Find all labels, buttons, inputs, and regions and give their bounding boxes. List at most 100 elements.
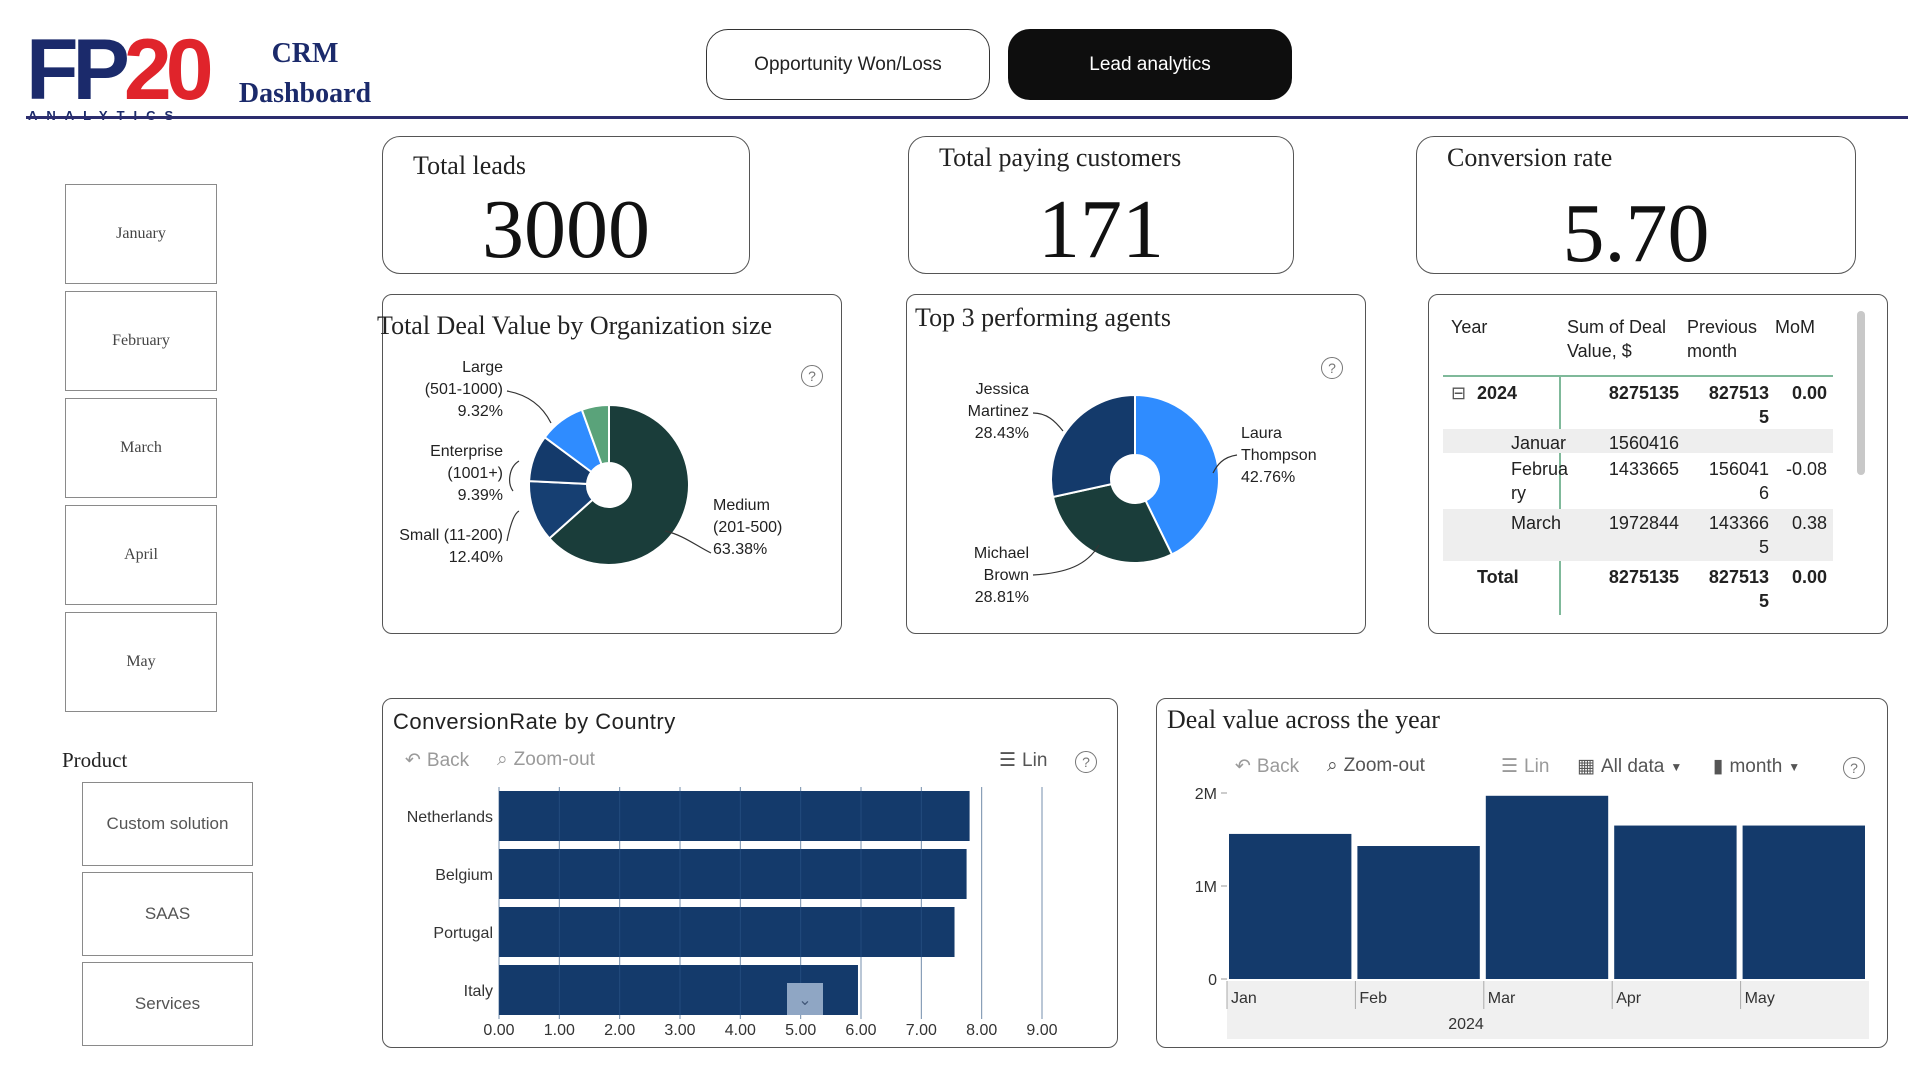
dashboard-title-line1: CRM [271, 38, 339, 69]
kpi-conversion-rate-value: 5.70 [1562, 187, 1710, 280]
help-icon[interactable]: ? [1075, 751, 1097, 773]
x-tick-label: 5.00 [785, 1022, 816, 1039]
bar-apr[interactable] [1614, 825, 1737, 979]
slice-michael-brown[interactable] [1051, 482, 1174, 564]
org-donut-chart [506, 390, 712, 566]
agent-label-jessica: Jessica Martinez 28.43% [967, 381, 1029, 442]
zoom-out-button[interactable]: ⌕ Zoom-out [497, 749, 595, 770]
bar-netherlands[interactable] [499, 791, 970, 841]
org-label-medium: Medium (201-500) 63.38% [713, 497, 783, 558]
bar-jan[interactable] [1229, 833, 1352, 979]
panel-deal-value-by-org-size: Total Deal Value by Organization size ? … [377, 294, 842, 634]
back-button[interactable]: ↶ Back [1235, 755, 1300, 778]
chevron-down-icon: ⌄ [798, 990, 811, 1009]
matrix-cell-sum: 1560416 [1608, 433, 1679, 453]
panel-conversion-by-country: ConversionRate by Country ↶ Back ⌕ Zoom-ou… [382, 698, 1118, 1048]
leader-line-large [506, 390, 552, 424]
back-arrow-icon: ↶ [1235, 756, 1251, 777]
matrix-header-year: Year [1451, 317, 1488, 337]
logo-fp: FP [26, 22, 130, 118]
x-tick-label: 2.00 [604, 1022, 635, 1039]
bar-feb[interactable] [1357, 846, 1480, 979]
leader-line-enterprise [509, 460, 520, 492]
slice-laura-thompson[interactable] [1134, 393, 1220, 556]
kpi-total-leads-value: 3000 [482, 183, 650, 276]
agents-donut-chart [1032, 393, 1238, 576]
y-tick-label: 0 [1208, 972, 1217, 989]
matrix-cell-sum: 1433665 [1608, 459, 1679, 479]
y-tick-label: 2M [1195, 786, 1217, 803]
month-slicer-april[interactable]: April [65, 505, 217, 605]
product-slicer-custom-solution[interactable]: Custom solution [82, 782, 253, 866]
linear-scale-button[interactable]: ☰ Lin [999, 749, 1048, 772]
matrix-column-divider [1559, 375, 1561, 615]
y-tick-label: 1M [1195, 879, 1217, 896]
slice-other[interactable] [580, 403, 610, 466]
x-axis-band [1227, 981, 1869, 1039]
tab-opportunity-won-loss[interactable]: Opportunity Won/Loss [706, 29, 990, 100]
dashboard-title-line2: Dashboard [238, 78, 372, 109]
month-slicer-february[interactable]: February [65, 291, 217, 391]
month-chart-title: Deal value across the year [1167, 705, 1440, 734]
matrix-header-mom: MoM [1775, 317, 1815, 337]
month-slicer-may[interactable]: May [65, 612, 217, 712]
matrix-cell-mom: 0.00 [1791, 383, 1827, 403]
x-tick-label: 7.00 [906, 1022, 937, 1039]
month-granularity-dropdown[interactable]: ▮ month ▼ [1713, 755, 1801, 778]
matrix-scrollbar[interactable] [1857, 311, 1865, 475]
agents-donut-title: Top 3 performing agents [915, 303, 1171, 332]
scroll-handle[interactable] [787, 983, 823, 1015]
panel-deal-value-by-month: Deal value across the year ↶ Back ⌕ Zoom-o… [1156, 698, 1888, 1048]
product-slicer-heading: Product [62, 748, 128, 772]
country-chart-title: ConversionRate by Country [393, 709, 676, 734]
tab-lead-analytics[interactable]: Lead analytics [1008, 29, 1292, 100]
back-arrow-icon: ↶ [405, 750, 421, 771]
matrix-row-label: March [1511, 513, 1562, 533]
x-tick-label: Jan [1231, 990, 1257, 1007]
bar-portugal[interactable] [499, 907, 955, 957]
kpi-paying-customers: Total paying customers 171 [908, 136, 1294, 276]
matrix-cell-sum: 8275135 [1608, 567, 1679, 587]
x-tick-label: 1.00 [544, 1022, 575, 1039]
matrix-cell-mom: 0.38 [1791, 513, 1827, 533]
x-tick-label: Feb [1359, 990, 1387, 1007]
kpi-conversion-rate-label: Conversion rate [1447, 143, 1613, 172]
bar-may[interactable] [1742, 825, 1865, 979]
slice-jessica-martinez[interactable] [1050, 393, 1136, 499]
calendar-icon: ▦ [1577, 756, 1595, 777]
kpi-total-leads: Total leads 3000 [382, 136, 750, 276]
back-button[interactable]: ↶ Back [405, 749, 470, 772]
list-icon: ☰ [999, 750, 1017, 771]
x-tick-label: 6.00 [845, 1022, 876, 1039]
panel-deal-value-matrix: Year Sum of Deal Value, $ Previous month M… [1428, 294, 1888, 634]
matrix-cell-sum: 8275135 [1608, 383, 1679, 403]
x-group-label: 2024 [1448, 1016, 1484, 1033]
help-icon[interactable]: ? [1843, 757, 1865, 779]
logo: FP20 ANALYTICS [26, 27, 214, 123]
bar-belgium[interactable] [499, 849, 967, 899]
kpi-paying-customers-value: 171 [1038, 183, 1164, 276]
leader-line-laura [1212, 454, 1238, 474]
help-icon[interactable]: ? [801, 365, 823, 387]
kpi-conversion-rate: Conversion rate 5.70 [1416, 136, 1856, 280]
leader-line-michael [1032, 544, 1100, 576]
org-label-small: Small (11-200) 12.40% [399, 527, 503, 566]
x-tick-label: Apr [1616, 990, 1642, 1007]
x-tick-label: 8.00 [966, 1022, 997, 1039]
help-icon[interactable]: ? [1321, 357, 1343, 379]
zoom-out-icon: ⌕ [497, 749, 508, 770]
matrix-cell-prev: 827513 5 [1708, 383, 1769, 427]
product-slicer-services[interactable]: Services [82, 962, 253, 1046]
matrix-collapse-icon[interactable]: ⊟ [1451, 383, 1467, 403]
matrix-cell-prev: 156041 6 [1708, 459, 1769, 503]
zoom-out-button[interactable]: ⌕ Zoom-out [1327, 755, 1425, 776]
country-bar-chart: 0.00 1.00 2.00 3.00 4.00 5.00 6.00 7.00 8.00 9.00… [407, 787, 1058, 1039]
product-slicer-saas[interactable]: SAAS [82, 872, 253, 956]
bar-mar[interactable] [1485, 795, 1609, 979]
month-slicer-january[interactable]: January [65, 184, 217, 284]
slice-medium[interactable] [547, 403, 690, 566]
all-data-dropdown[interactable]: ▦ All data ▼ [1577, 755, 1683, 778]
month-slicer-march[interactable]: March [65, 398, 217, 498]
linear-scale-button[interactable]: ☰ Lin [1501, 755, 1550, 778]
matrix-header-divider [1443, 375, 1833, 377]
